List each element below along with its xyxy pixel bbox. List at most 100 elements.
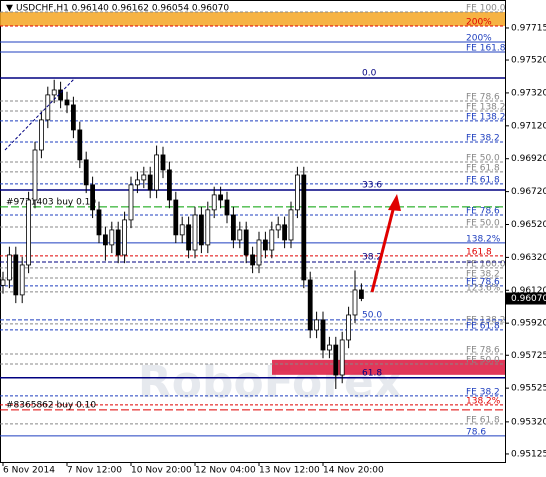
- level-label: 200%: [466, 33, 492, 43]
- candle-body: [275, 224, 281, 231]
- y-tick-label: 0.95320: [511, 417, 546, 427]
- candle-body: [134, 179, 140, 186]
- x-tick-label: 6 Nov 2014: [3, 466, 55, 476]
- candle-body: [205, 209, 211, 246]
- level-label: FE 138.2: [466, 315, 506, 325]
- candle-body: [0, 279, 6, 286]
- arrow-head: [388, 194, 401, 211]
- level-label: 200%: [466, 17, 492, 27]
- candle-body: [26, 199, 32, 266]
- y-tick-label: 0.95525: [511, 384, 546, 394]
- level-label: FE 38.2: [466, 133, 500, 143]
- candle-body: [7, 254, 12, 281]
- level-label: 161.8: [466, 247, 492, 257]
- candle-body: [250, 254, 256, 266]
- candle-body: [128, 184, 134, 221]
- candle-body: [154, 154, 160, 191]
- candle-body: [320, 319, 326, 351]
- x-tick-label: 10 Nov 20:00: [131, 466, 192, 476]
- zone: [0, 12, 505, 26]
- y-tick-label: 0.95725: [511, 351, 546, 361]
- candle-body: [230, 214, 236, 241]
- candle-body: [339, 339, 345, 376]
- level-label: 138.2%: [466, 396, 501, 406]
- candle-body: [179, 224, 185, 236]
- arrow-shaft: [370, 205, 396, 293]
- candle-body: [211, 194, 217, 211]
- candle-body: [237, 229, 243, 241]
- candle-body: [256, 239, 262, 266]
- candle-body: [83, 159, 89, 186]
- candle-body: [160, 154, 166, 171]
- candle-body: [262, 239, 268, 251]
- candle-body: [192, 214, 198, 251]
- y-tick-label: 0.97715: [511, 23, 546, 33]
- y-tick-label: 0.96520: [511, 220, 546, 230]
- fibo-label: 0.0: [362, 68, 377, 78]
- level-label: FE 61.8: [466, 163, 500, 173]
- fibo-label: 50.0: [362, 310, 382, 320]
- fibo-label: 61.8: [362, 368, 382, 378]
- candle-body: [294, 174, 300, 211]
- y-tick-label: 0.95920: [511, 319, 546, 329]
- level-label: FE 78.6: [466, 206, 500, 216]
- candle-body: [64, 99, 70, 106]
- candle-body: [19, 264, 25, 296]
- candle-body: [13, 254, 19, 296]
- candle-body: [71, 104, 76, 131]
- candle-body: [301, 174, 307, 281]
- y-tick-label: 0.96120: [511, 286, 546, 296]
- candle-body: [103, 234, 108, 246]
- y-tick-label: 0.97120: [511, 121, 546, 131]
- candle-body: [115, 229, 121, 256]
- candle-body: [346, 314, 352, 341]
- y-tick-label: 0.96320: [511, 253, 546, 263]
- candle-body: [186, 224, 192, 251]
- order-label: #9721403 buy 0.10: [6, 197, 96, 207]
- level-label: FE 38.2: [466, 387, 500, 397]
- y-tick-label: 0.96720: [511, 187, 546, 197]
- level-label: 138.2%: [466, 234, 501, 244]
- title-marker: ▼: [6, 4, 13, 14]
- candle-body: [352, 289, 358, 316]
- candle-body: [147, 174, 153, 191]
- candle-body: [224, 199, 230, 216]
- level-label: 78.6: [466, 427, 486, 437]
- candle-body: [314, 319, 320, 331]
- level-label: FE 38.2: [466, 269, 500, 279]
- level-label: FE 78.6: [466, 345, 500, 355]
- x-tick-label: 7 Nov 12:00: [67, 466, 122, 476]
- y-tick-label: 0.95125: [511, 449, 546, 459]
- level-label: FE 61.8: [466, 321, 500, 331]
- level-label: FE 138.2: [466, 112, 506, 122]
- candle-body: [288, 209, 294, 241]
- level-label: FE 50.0: [466, 355, 500, 365]
- level-label: FE 78.6: [466, 92, 500, 102]
- order-label: #8365862 buy 0.10: [6, 400, 96, 410]
- candle-body: [109, 229, 115, 246]
- candle-body: [218, 194, 224, 201]
- level-label: FE 100.0: [466, 4, 506, 14]
- x-tick-label: 12 Nov 04:00: [195, 466, 256, 476]
- candle-body: [269, 229, 275, 251]
- level-label: FE 161.8: [466, 43, 506, 53]
- candle-body: [77, 129, 83, 161]
- candle-body: [307, 279, 313, 331]
- candle-body: [243, 229, 249, 256]
- fibo-trendline: [4, 77, 76, 151]
- fibo-label: 33.6: [362, 180, 382, 190]
- x-tick-label: 14 Nov 20:00: [323, 466, 384, 476]
- y-tick-label: 0.97320: [511, 88, 546, 98]
- candle-body: [141, 174, 147, 181]
- level-label: FE 78.6: [466, 277, 500, 287]
- candle-body: [122, 219, 127, 256]
- y-tick-label: 0.97520: [511, 56, 546, 66]
- level-label: FE 100.0: [466, 259, 506, 269]
- candle-body: [166, 169, 172, 201]
- candle-body: [282, 224, 288, 241]
- candle-body: [90, 184, 95, 211]
- candle-body: [333, 344, 339, 376]
- chart-title: USDCHF,H1 0.96140 0.96162 0.96054 0.9607…: [16, 4, 229, 14]
- level-label: FE 138.2: [466, 103, 506, 113]
- candle-body: [51, 89, 57, 96]
